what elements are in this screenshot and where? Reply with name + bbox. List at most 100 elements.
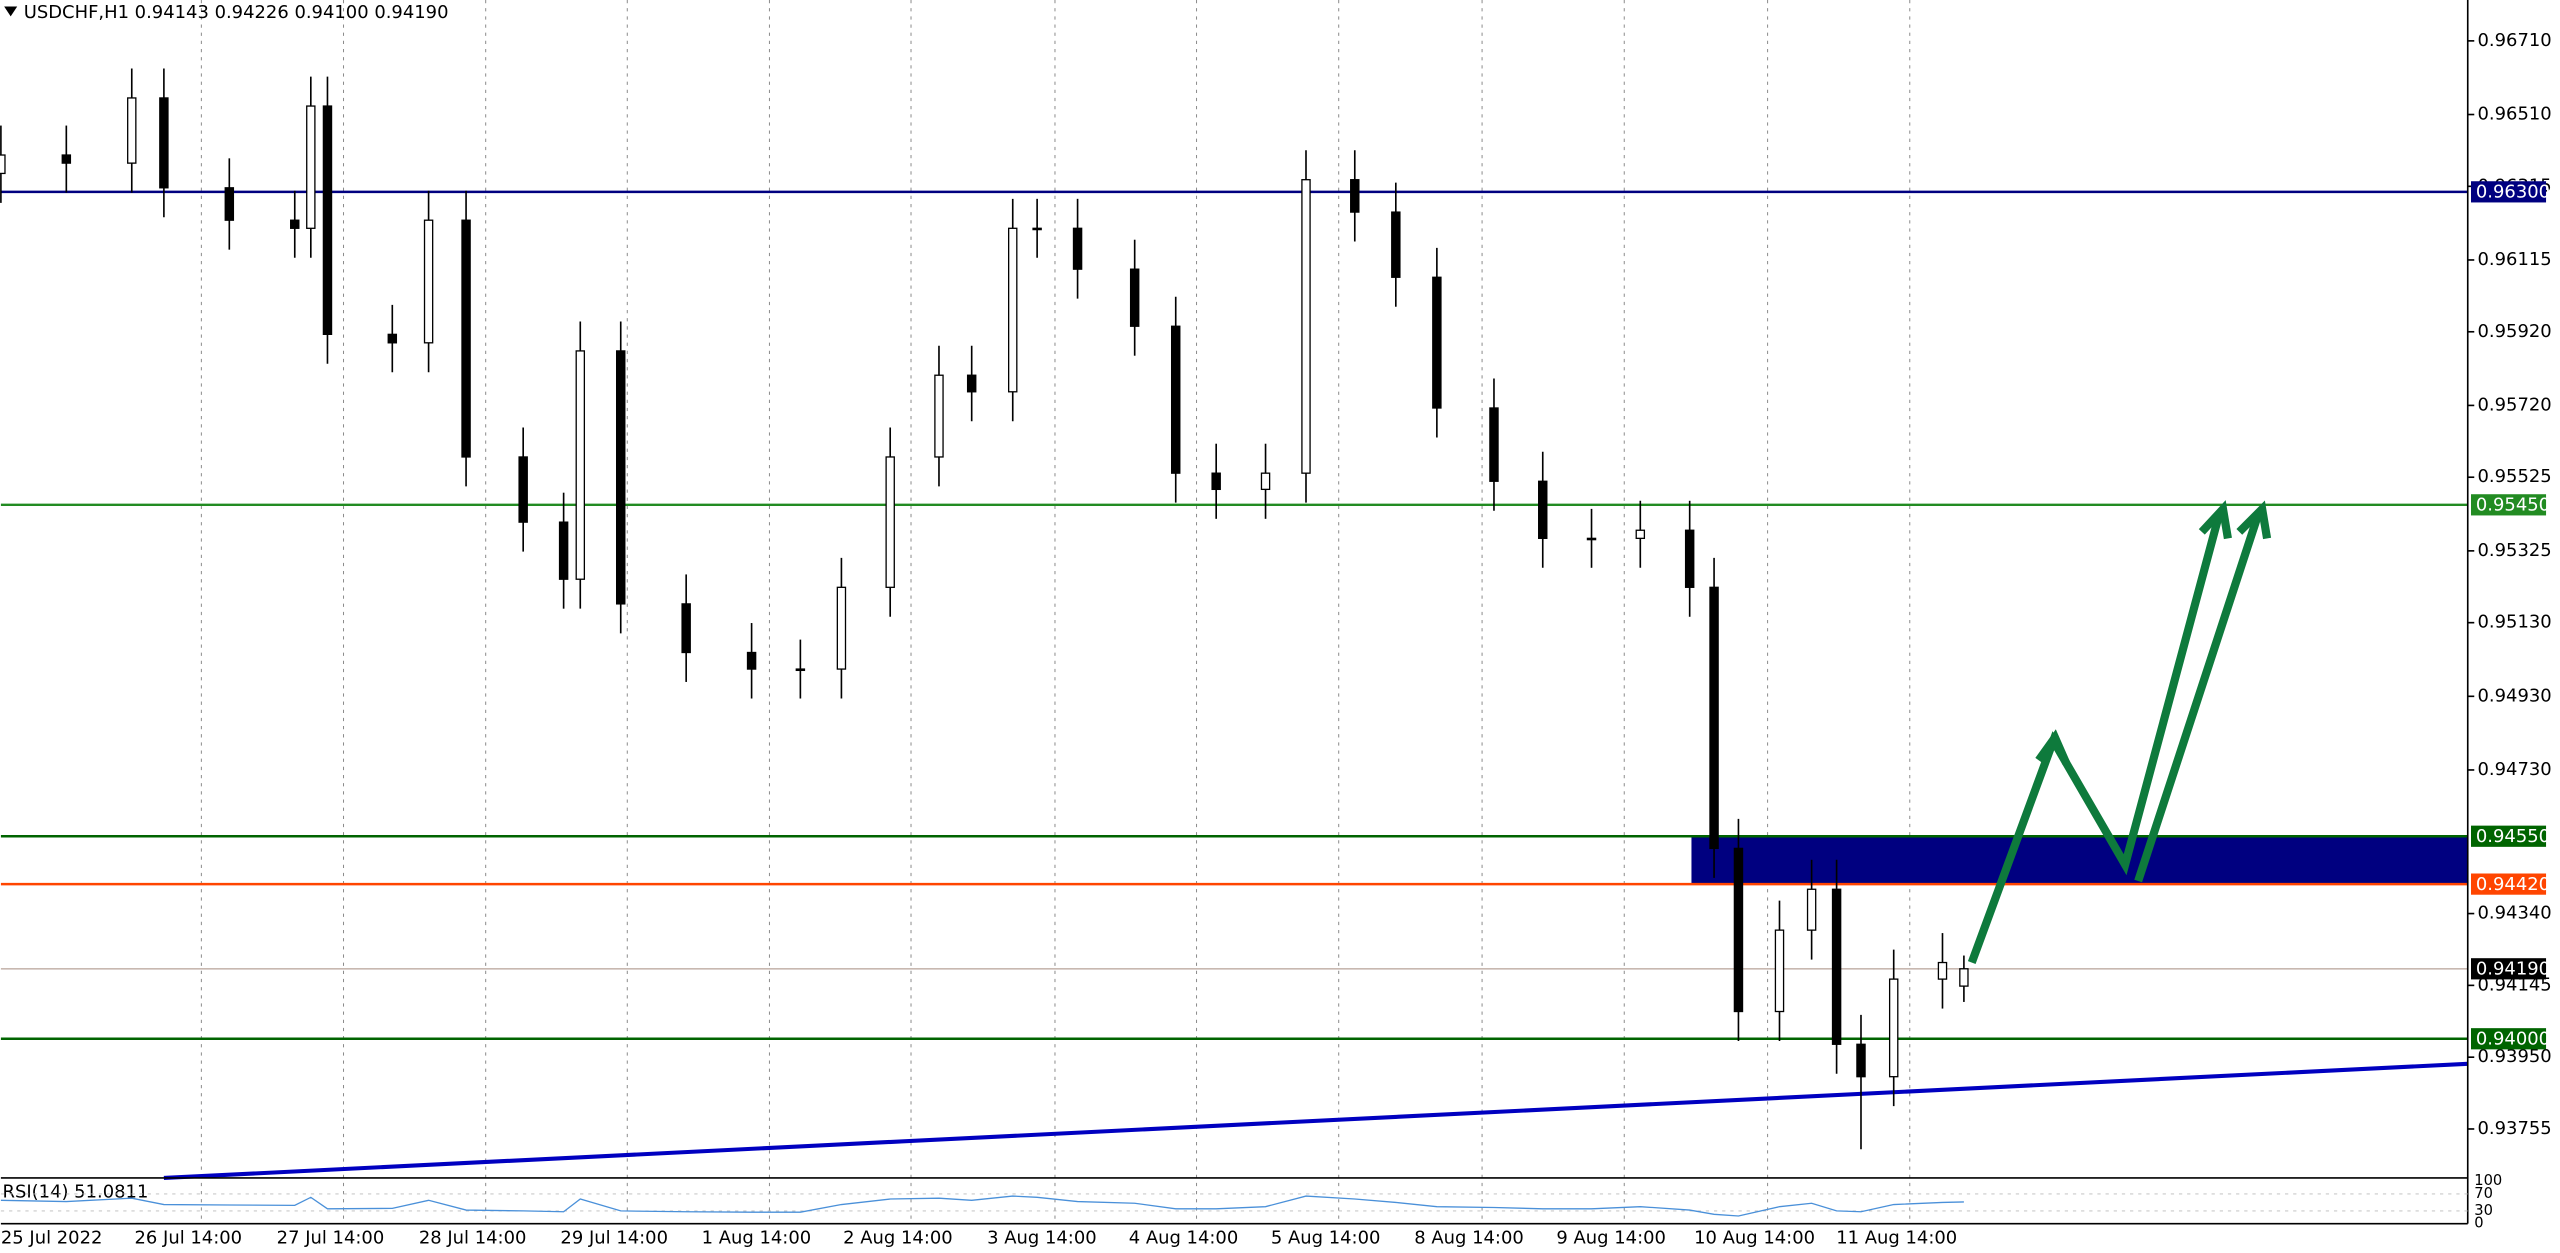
candle-body <box>1170 325 1181 474</box>
candle-body <box>322 105 333 336</box>
candle-body <box>836 586 847 670</box>
rsi-tick-label: 30 <box>2474 1202 2493 1219</box>
x-tick-label: 5 Aug 14:00 <box>1271 1227 1381 1248</box>
level-box <box>2471 494 2547 516</box>
arrow-head <box>2198 500 2232 540</box>
rsi-label: RSI(14) 51.0811 <box>3 1182 149 1203</box>
candle-body <box>518 456 528 523</box>
x-tick-label: 27 Jul 14:00 <box>277 1227 385 1248</box>
candle-body <box>1211 472 1221 491</box>
level-label: 0.96300 <box>2476 182 2550 203</box>
candle-body <box>1684 529 1695 588</box>
candle-body <box>159 97 169 189</box>
levels-layer <box>0 190 2468 1180</box>
candle-body <box>423 219 434 344</box>
candle-body <box>1806 888 1817 931</box>
arrow-head <box>2035 729 2071 766</box>
x-tick-label: 2 Aug 14:00 <box>843 1227 953 1248</box>
candle-body <box>1888 978 1899 1078</box>
level-label: 0.94550 <box>2476 826 2550 847</box>
axes: 25 Jul 2022 26 Jul 14:00 27 Jul 14:00 28 Ju… <box>1 30 2552 1248</box>
y-tick-label: 0.95525 <box>2478 466 2552 487</box>
x-tick-label: 9 Aug 14:00 <box>1556 1227 1666 1248</box>
y-tick-label: 0.94145 <box>2478 974 2552 995</box>
candle-body <box>1072 227 1083 270</box>
y-tick-label: 0.93755 <box>2478 1118 2552 1139</box>
candle-body <box>1709 586 1719 850</box>
menu-triangle[interactable] <box>4 6 18 17</box>
candle-body <box>795 668 806 672</box>
level-box <box>2471 181 2547 203</box>
y-tick-label: 0.96510 <box>2478 104 2552 125</box>
zone <box>1691 836 2468 885</box>
rsi-line <box>0 1195 1964 1217</box>
candle-body <box>1301 179 1311 474</box>
trendline <box>163 1061 2468 1180</box>
grid <box>200 0 1911 1224</box>
y-tick-label: 0.95920 <box>2478 321 2552 342</box>
candle-body <box>934 374 944 458</box>
candle-body <box>1260 472 1271 491</box>
candle-body <box>224 187 235 221</box>
y-tick-label: 0.96710 <box>2478 30 2552 51</box>
candle-body <box>1586 537 1597 541</box>
level-box <box>2471 825 2547 847</box>
x-tick-label: 4 Aug 14:00 <box>1129 1227 1239 1248</box>
candle-body <box>61 154 72 164</box>
candle-body <box>1959 968 1969 987</box>
y-tick-label: 0.94930 <box>2478 685 2552 706</box>
x-tick-label: 10 Aug 14:00 <box>1694 1227 1815 1248</box>
candle-body <box>1774 929 1785 1013</box>
y-tick-label: 0.94730 <box>2478 759 2552 780</box>
candle-body <box>558 521 569 580</box>
level-box <box>2471 1028 2547 1050</box>
chart-title: USDCHF,H1 0.94143 0.94226 0.94100 0.9419… <box>24 2 449 23</box>
x-tick-label: 26 Jul 14:00 <box>135 1227 243 1248</box>
level-label: 0.95450 <box>2476 495 2550 516</box>
y-tick-label: 0.96115 <box>2478 249 2552 270</box>
x-tick-label: 11 Aug 14:00 <box>1836 1227 1957 1248</box>
x-tick-label: 8 Aug 14:00 <box>1414 1227 1524 1248</box>
rsi-tick-label: 100 <box>2474 1172 2502 1189</box>
y-tick-label: 0.95325 <box>2478 540 2552 561</box>
level-label: 0.94000 <box>2476 1029 2550 1050</box>
projection-arrow <box>2134 511 2263 883</box>
candle-body <box>966 374 977 393</box>
level-box <box>2471 958 2547 980</box>
level-label: 0.94190 <box>2476 959 2550 980</box>
candle-body <box>0 154 6 175</box>
x-tick-label: 3 Aug 14:00 <box>987 1227 1097 1248</box>
candle-body <box>461 219 471 458</box>
zone-layer <box>1691 836 2468 885</box>
candle-body <box>615 350 626 605</box>
candle-body <box>1489 407 1499 482</box>
candle-body <box>1391 211 1401 278</box>
candle-body <box>387 333 398 344</box>
candle-body <box>1831 888 1842 1045</box>
x-tick-label: 29 Jul 14:00 <box>560 1227 668 1248</box>
candle-body <box>746 651 757 670</box>
candle-body <box>306 105 316 229</box>
candle-body <box>1032 227 1042 231</box>
candle-body <box>1350 179 1360 213</box>
candle-body <box>1008 227 1018 393</box>
x-tick-label: 1 Aug 14:00 <box>702 1227 812 1248</box>
candle-body <box>1856 1043 1866 1078</box>
candle-body <box>1733 847 1744 1013</box>
rsi-tick-label: 0 <box>2474 1215 2483 1232</box>
candle-body <box>885 456 895 588</box>
x-tick-label: 25 Jul 2022 <box>1 1227 103 1248</box>
candle-body <box>1538 480 1548 539</box>
rsi-tick-label: 70 <box>2474 1185 2493 1202</box>
y-tick-label: 0.93950 <box>2478 1046 2552 1067</box>
level-box <box>2471 873 2547 895</box>
y-tick-label: 0.94340 <box>2478 903 2552 924</box>
candle-body <box>1129 268 1140 327</box>
y-tick-label: 0.95130 <box>2478 612 2552 633</box>
candle-body <box>290 219 300 229</box>
projection-arrow <box>1967 511 2224 964</box>
candles-layer <box>0 68 1969 1150</box>
